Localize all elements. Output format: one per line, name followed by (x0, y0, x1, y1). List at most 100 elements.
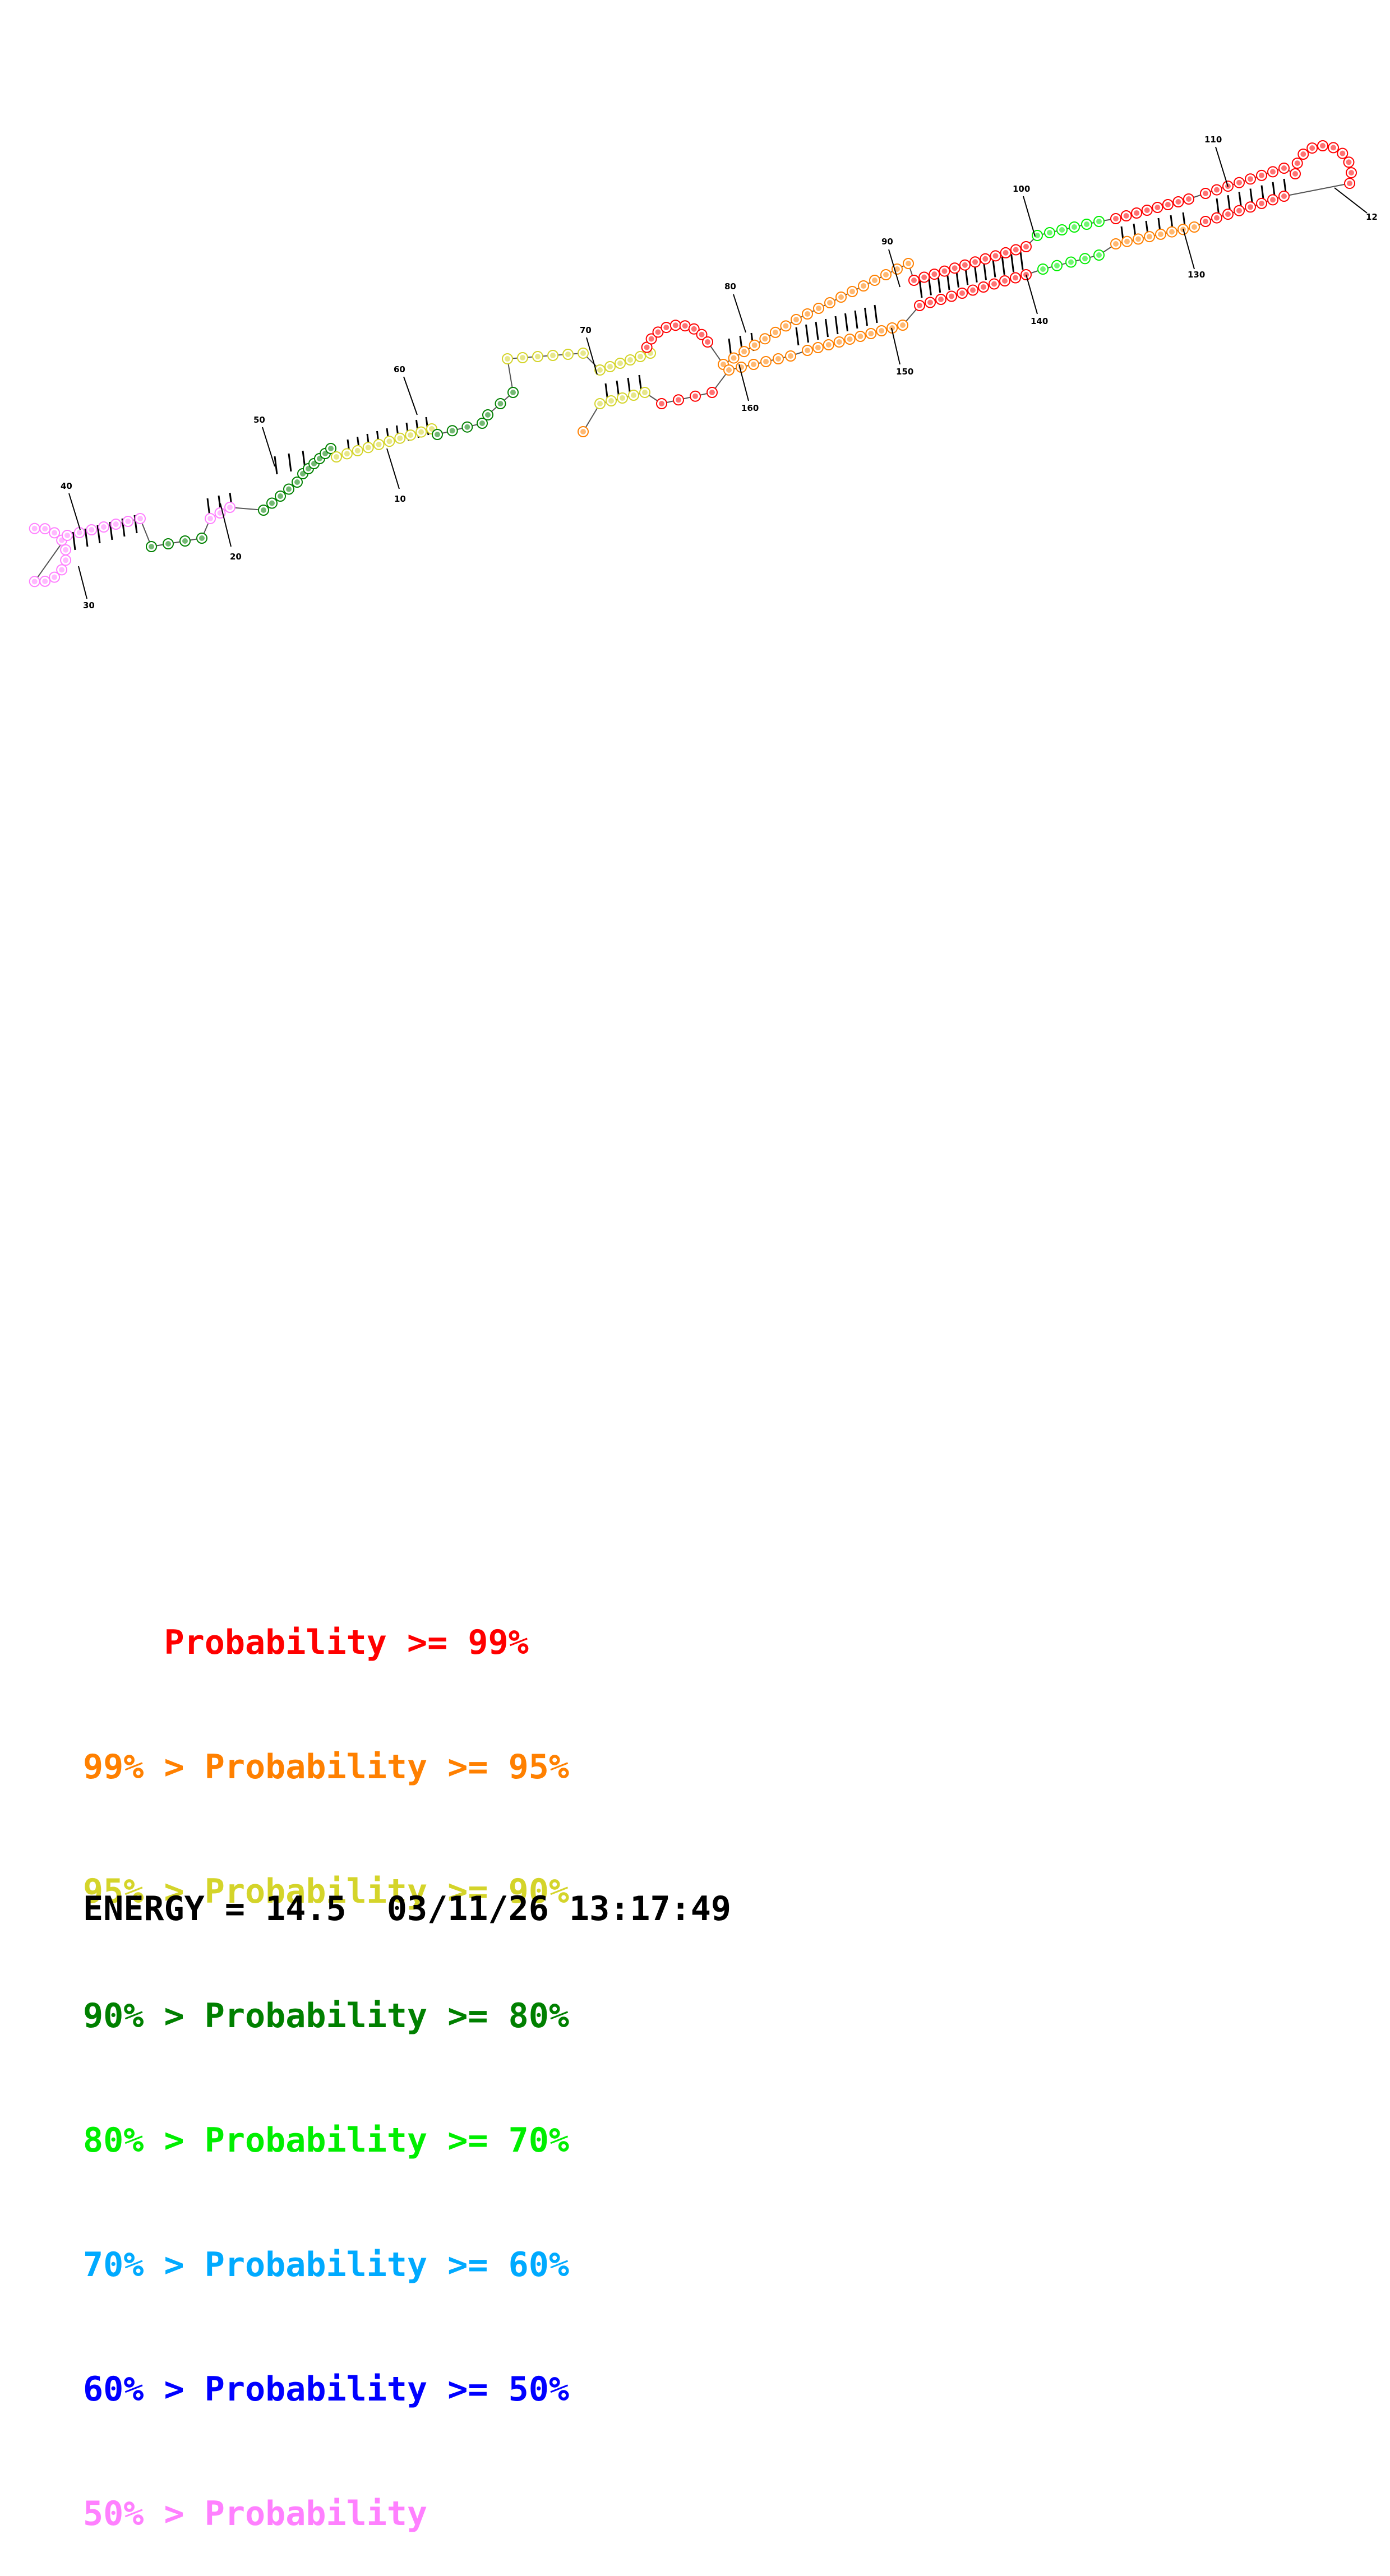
nucleotide-fill (63, 547, 69, 553)
legend-prefix: 50% > (83, 2494, 205, 2533)
nucleotide-fill (726, 367, 732, 373)
nucleotide-fill (1248, 204, 1253, 210)
nucleotide-fill (607, 364, 613, 369)
nucleotide-fill (836, 339, 842, 345)
nucleotide-fill (788, 353, 793, 359)
nucleotide-fill (682, 323, 688, 329)
nucleotide-fill (31, 525, 38, 531)
nucleotide-fill (883, 272, 889, 278)
nucleotide-fill (149, 544, 154, 549)
nucleotide-fill (580, 429, 586, 434)
position-label: 160 (741, 403, 759, 413)
nucleotide-fill (1082, 256, 1088, 262)
nucleotide-fill (1186, 196, 1192, 202)
nucleotide-fill (783, 323, 789, 329)
nucleotide-fill (775, 356, 781, 362)
nucleotide-fill (741, 349, 747, 355)
nucleotide-fill (479, 420, 485, 426)
nucleotide-fill (261, 507, 266, 513)
nucleotide-fill (1040, 266, 1046, 272)
legend-prefix: 80% > (83, 2121, 205, 2160)
nucleotide-fill (1270, 169, 1276, 175)
energy-footer: ENERGY = 14.5 03/11/26 13:17:49 (83, 1889, 731, 1928)
nucleotide-fill (1113, 241, 1119, 247)
nucleotide-fill (941, 268, 948, 274)
legend-text: Probability >= 80% (204, 1996, 569, 2036)
nucleotide-circles (29, 140, 1357, 588)
nucleotide-fill (1144, 207, 1150, 213)
base-pair-bond (274, 456, 278, 475)
nucleotide-fill (334, 454, 339, 460)
nucleotide-fill (182, 538, 188, 544)
position-label: 50 (253, 415, 265, 425)
rna-secondary-structure-diagram: 10 20 30 40 50 60 70 80 90 100 110 12 13… (29, 135, 1378, 611)
legend-text: Probability >= 70% (204, 2121, 569, 2160)
nucleotide-fill (1294, 160, 1300, 167)
base-pair-bond (983, 262, 987, 280)
nucleotide-fill (408, 432, 414, 438)
nucleotide-fill (1175, 199, 1181, 205)
legend-row-90: 95% > Probability >= 90% (83, 1871, 569, 1912)
legend-prefix: 99% > (83, 1747, 205, 1787)
nucleotide-fill (1147, 234, 1152, 240)
position-label: 20 (230, 552, 242, 562)
nucleotide-fill (872, 278, 878, 283)
nucleotide-fill (63, 557, 69, 563)
nucleotide-fill (52, 574, 58, 580)
nucleotide-fill (1084, 221, 1089, 227)
base-pair-bond (288, 453, 292, 472)
nucleotide-fill (1059, 227, 1065, 233)
probability-legend: Probability >= 99% 99% > Probability >= … (83, 1539, 569, 2576)
nucleotide-fill (278, 493, 283, 499)
nucleotide-fill (1346, 159, 1352, 165)
position-label: 100 (1013, 184, 1030, 194)
base-pair-bond (992, 259, 996, 278)
nucleotide-fill (1047, 230, 1052, 235)
nucleotide-fill (165, 541, 171, 547)
legend-row-70: 80% > Probability >= 70% (83, 2120, 569, 2161)
nucleotide-fill (838, 294, 844, 300)
nucleotide-fill (1134, 210, 1140, 216)
legend-prefix (83, 1623, 164, 1662)
base-pair-bond (109, 521, 113, 540)
nucleotide-fill (627, 357, 633, 363)
nucleotide-fill (676, 397, 681, 403)
nucleotide-fill (911, 278, 917, 283)
nucleotide-fill (721, 362, 726, 367)
nucleotide-fill (1068, 259, 1074, 265)
nucleotide-fill (1236, 207, 1242, 214)
nucleotide-fill (805, 348, 810, 353)
base-pair-bond (834, 316, 839, 335)
nucleotide-fill (286, 486, 292, 492)
position-label: 30 (83, 600, 95, 611)
legend-prefix: 90% > (83, 1996, 205, 2036)
nucleotide-fill (1281, 165, 1287, 171)
nucleotide-fill (815, 345, 821, 350)
nucleotide-fill (227, 505, 233, 510)
nucleotide-fill (991, 281, 997, 287)
nucleotide-fill (1225, 211, 1231, 218)
nucleotide-fill (644, 344, 650, 350)
base-pair-bond (844, 313, 848, 332)
nucleotide-fill (952, 265, 958, 271)
nucleotide-fill (655, 329, 661, 335)
legend-row-below-50: 50% > Probability (83, 2493, 569, 2535)
nucleotide-fill (772, 329, 778, 335)
position-label: 140 (1031, 316, 1048, 326)
nucleotide-fill (1349, 170, 1354, 176)
position-label: 110 (1204, 135, 1222, 145)
legend-row-95: 99% > Probability >= 95% (83, 1746, 569, 1788)
nucleotide-fill (992, 253, 999, 259)
nucleotide-fill (1192, 224, 1197, 230)
legend-text: Probability >= 99% (164, 1623, 529, 1662)
nucleotide-fill (550, 353, 556, 358)
base-pair-bond (864, 307, 868, 326)
nucleotide-fill (269, 500, 275, 506)
legend-prefix: 70% > (83, 2245, 205, 2284)
base-pair-bond (795, 327, 800, 346)
nucleotide-fill (705, 339, 710, 345)
nucleotide-fill (917, 303, 922, 308)
nucleotide-fill (580, 350, 586, 356)
nucleotide-fill (631, 392, 636, 398)
nucleotide-fill (816, 306, 821, 311)
